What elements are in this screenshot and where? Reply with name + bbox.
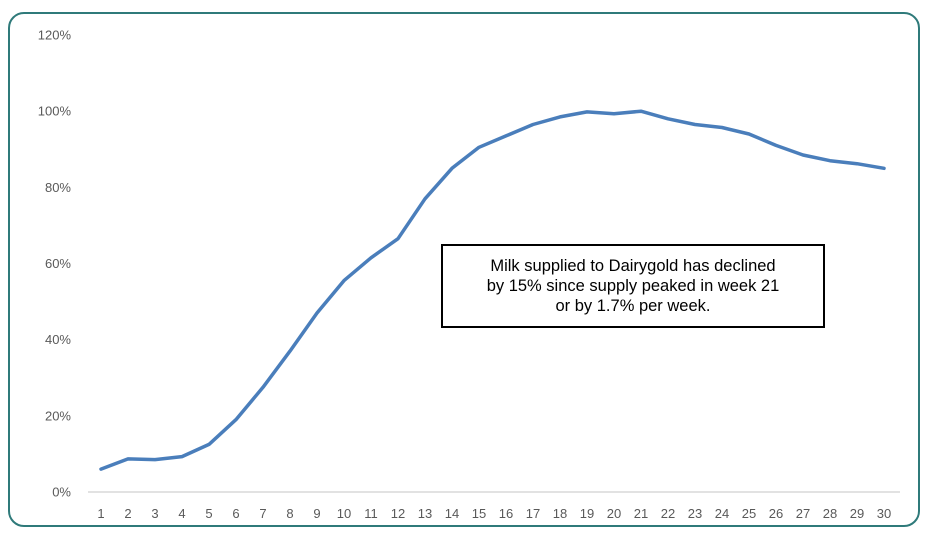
x-tick-label: 7	[259, 506, 266, 521]
x-tick-label: 1	[97, 506, 104, 521]
x-tick-label: 2	[124, 506, 131, 521]
x-tick-label: 4	[178, 506, 185, 521]
x-tick-label: 6	[232, 506, 239, 521]
x-tick-label: 27	[796, 506, 810, 521]
x-tick-label: 21	[634, 506, 648, 521]
x-tick-label: 13	[418, 506, 432, 521]
y-tick-label: 80%	[45, 180, 71, 195]
y-tick-label: 20%	[45, 408, 71, 423]
y-tick-label: 100%	[38, 104, 72, 119]
series-line	[99, 109, 886, 471]
x-tick-label: 28	[823, 506, 837, 521]
x-tick-label: 22	[661, 506, 675, 521]
x-tick-label: 11	[364, 506, 378, 521]
y-tick-label: 120%	[38, 28, 72, 43]
x-tick-label: 16	[499, 506, 513, 521]
chart-frame	[8, 12, 920, 527]
y-tick-label: 40%	[45, 332, 71, 347]
x-tick-label: 20	[607, 506, 621, 521]
y-axis-ticks: 0% 20% 40% 60% 80% 100% 120%	[38, 28, 72, 500]
annotation-box: Milk supplied to Dairygold has declined …	[441, 244, 825, 328]
y-tick-label: 60%	[45, 256, 71, 271]
x-tick-label: 9	[313, 506, 320, 521]
x-tick-label: 17	[526, 506, 540, 521]
x-tick-label: 15	[472, 506, 486, 521]
annotation-line-2: by 15% since supply peaked in week 21	[486, 277, 780, 295]
x-tick-label: 10	[337, 506, 351, 521]
x-tick-label: 25	[742, 506, 756, 521]
x-tick-label: 18	[553, 506, 567, 521]
x-tick-label: 19	[580, 506, 594, 521]
x-tick-label: 3	[151, 506, 158, 521]
y-tick-label: 0%	[52, 485, 71, 500]
x-tick-label: 12	[391, 506, 405, 521]
x-tick-label: 5	[205, 506, 212, 521]
x-tick-label: 30	[877, 506, 891, 521]
x-tick-label: 14	[445, 506, 459, 521]
x-tick-label: 29	[850, 506, 864, 521]
annotation-line-1: Milk supplied to Dairygold has declined	[490, 257, 776, 275]
x-axis-ticks: 1 2 3 4 5 6 7 8 9 10 11 12 13 14 15 16 17 18 19 20 21 22 23 24 2…	[97, 506, 891, 521]
annotation-line-3: or by 1.7% per week.	[555, 297, 711, 315]
series-layer	[99, 109, 886, 471]
x-tick-label: 24	[715, 506, 729, 521]
x-tick-label: 8	[286, 506, 293, 521]
x-tick-label: 26	[769, 506, 783, 521]
x-tick-label: 23	[688, 506, 702, 521]
